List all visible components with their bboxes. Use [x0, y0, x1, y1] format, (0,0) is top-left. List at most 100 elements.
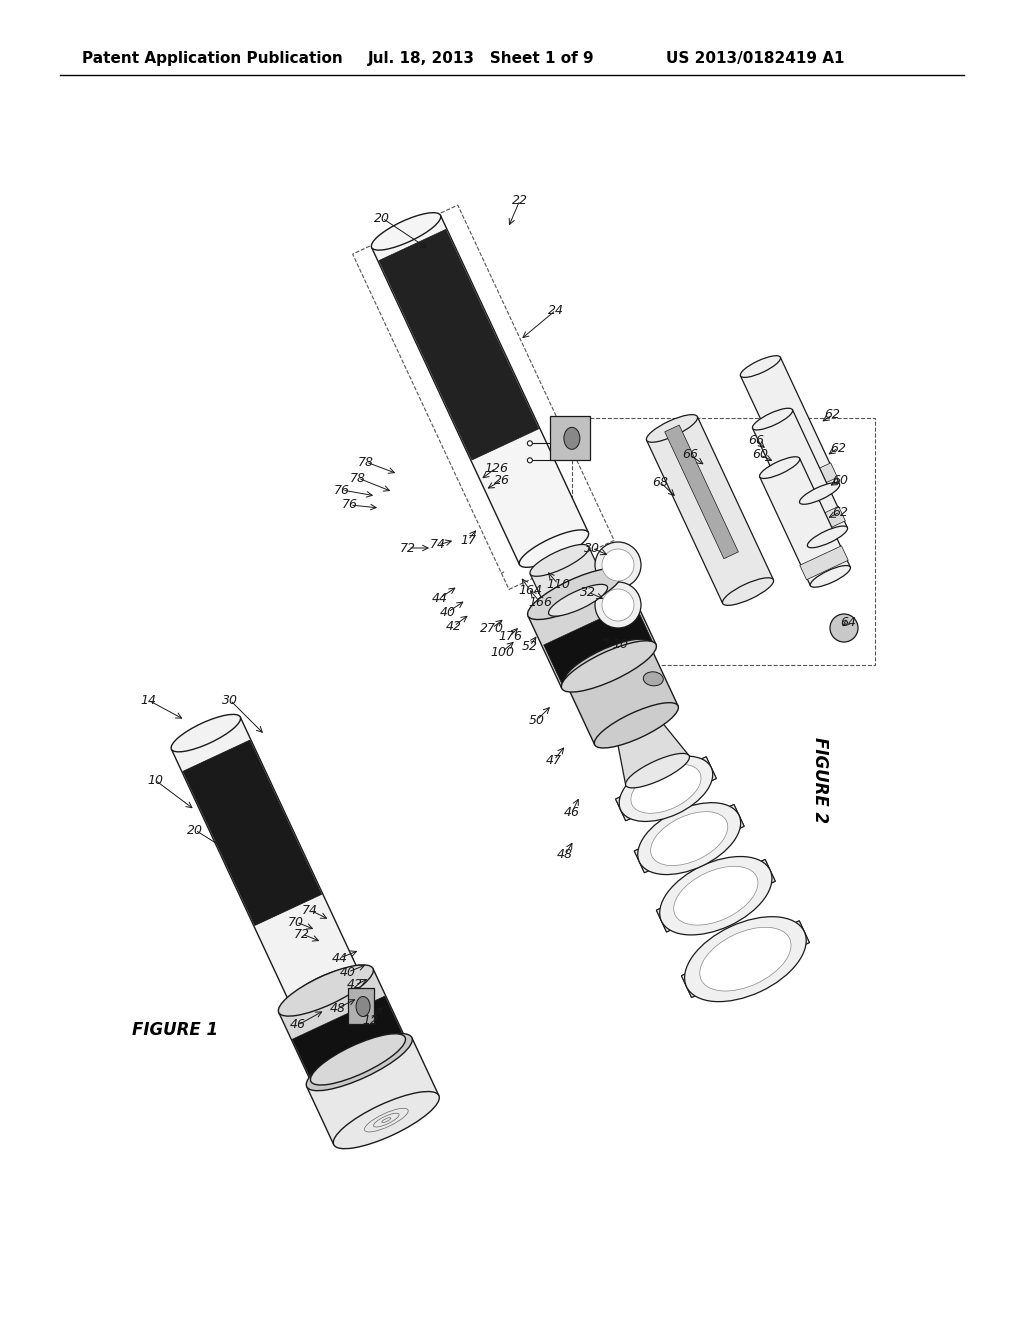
- Text: 32: 32: [580, 586, 596, 598]
- Text: 44: 44: [332, 952, 348, 965]
- Polygon shape: [656, 859, 775, 932]
- Ellipse shape: [595, 582, 641, 628]
- Ellipse shape: [723, 578, 773, 606]
- Polygon shape: [379, 230, 539, 459]
- Polygon shape: [797, 507, 846, 540]
- Text: 14: 14: [140, 693, 156, 706]
- Text: 42: 42: [446, 619, 462, 632]
- Polygon shape: [800, 545, 848, 579]
- Polygon shape: [740, 358, 840, 503]
- Text: 270: 270: [480, 622, 504, 635]
- Ellipse shape: [602, 589, 634, 620]
- Polygon shape: [550, 416, 590, 461]
- Ellipse shape: [740, 355, 780, 378]
- Ellipse shape: [333, 1092, 439, 1148]
- Polygon shape: [665, 425, 738, 558]
- Text: 50: 50: [529, 714, 545, 726]
- Polygon shape: [372, 215, 589, 565]
- Polygon shape: [615, 756, 717, 821]
- Text: 70: 70: [288, 916, 304, 928]
- Ellipse shape: [699, 928, 791, 991]
- Ellipse shape: [646, 414, 697, 442]
- Text: 26: 26: [494, 474, 510, 487]
- Text: 74: 74: [302, 903, 318, 916]
- Ellipse shape: [810, 565, 851, 587]
- Ellipse shape: [807, 527, 848, 548]
- Ellipse shape: [830, 614, 858, 642]
- Ellipse shape: [643, 672, 664, 686]
- Text: 30: 30: [584, 541, 600, 554]
- Ellipse shape: [650, 812, 728, 866]
- Polygon shape: [634, 804, 744, 873]
- Ellipse shape: [530, 544, 589, 577]
- Polygon shape: [348, 989, 374, 1024]
- Polygon shape: [656, 859, 775, 932]
- Text: 17: 17: [460, 533, 476, 546]
- Text: Patent Application Publication: Patent Application Publication: [82, 50, 343, 66]
- Ellipse shape: [171, 714, 241, 752]
- Ellipse shape: [760, 457, 800, 478]
- Polygon shape: [681, 921, 809, 998]
- Ellipse shape: [519, 529, 589, 568]
- Polygon shape: [615, 756, 717, 821]
- Polygon shape: [171, 717, 358, 1003]
- Text: 20: 20: [187, 824, 203, 837]
- Text: 100: 100: [490, 645, 514, 659]
- Ellipse shape: [595, 543, 641, 587]
- Text: 47: 47: [546, 754, 562, 767]
- Polygon shape: [565, 643, 678, 744]
- Text: 66: 66: [682, 449, 698, 462]
- Text: 30: 30: [222, 693, 238, 706]
- Ellipse shape: [638, 803, 740, 875]
- Ellipse shape: [626, 754, 689, 788]
- Text: 40: 40: [440, 606, 456, 619]
- Text: 166: 166: [528, 595, 552, 609]
- Text: 48: 48: [557, 849, 573, 862]
- Text: 60: 60: [752, 449, 768, 462]
- Text: 48: 48: [330, 1002, 346, 1015]
- Ellipse shape: [561, 640, 656, 692]
- Text: 42: 42: [347, 978, 362, 991]
- Text: 78: 78: [350, 471, 366, 484]
- Text: 22: 22: [512, 194, 528, 206]
- Text: 72: 72: [294, 928, 310, 940]
- Ellipse shape: [372, 213, 440, 249]
- Polygon shape: [279, 969, 406, 1081]
- Text: 78: 78: [358, 455, 374, 469]
- Ellipse shape: [753, 408, 793, 430]
- Ellipse shape: [279, 965, 374, 1016]
- Polygon shape: [634, 804, 744, 873]
- Polygon shape: [760, 458, 850, 586]
- Text: 20: 20: [374, 211, 390, 224]
- Text: 64: 64: [840, 615, 856, 628]
- Ellipse shape: [659, 857, 772, 935]
- Text: 62: 62: [831, 506, 848, 519]
- Ellipse shape: [602, 549, 634, 581]
- Text: 40: 40: [340, 965, 356, 978]
- Polygon shape: [306, 1038, 439, 1144]
- Text: 68: 68: [652, 475, 668, 488]
- Text: 46: 46: [564, 805, 580, 818]
- Text: 66: 66: [748, 433, 764, 446]
- Text: 176: 176: [498, 630, 522, 643]
- Polygon shape: [614, 708, 689, 785]
- Text: FIGURE 1: FIGURE 1: [132, 1020, 218, 1039]
- Polygon shape: [753, 409, 848, 546]
- Polygon shape: [292, 997, 401, 1076]
- Text: FIGURE 2: FIGURE 2: [811, 737, 829, 824]
- Text: US 2013/0182419 A1: US 2013/0182419 A1: [666, 50, 845, 66]
- Text: 10: 10: [612, 639, 628, 652]
- Ellipse shape: [527, 458, 532, 463]
- Text: 76: 76: [334, 483, 350, 496]
- Ellipse shape: [685, 916, 806, 1002]
- Ellipse shape: [290, 968, 358, 1006]
- Text: 24: 24: [548, 304, 564, 317]
- Text: 12: 12: [362, 1014, 378, 1027]
- Ellipse shape: [620, 756, 713, 821]
- Text: 52: 52: [522, 639, 538, 652]
- Text: 110: 110: [546, 578, 570, 590]
- Ellipse shape: [800, 483, 840, 504]
- Polygon shape: [544, 603, 653, 685]
- Text: 72: 72: [400, 541, 416, 554]
- Text: 62: 62: [830, 441, 846, 454]
